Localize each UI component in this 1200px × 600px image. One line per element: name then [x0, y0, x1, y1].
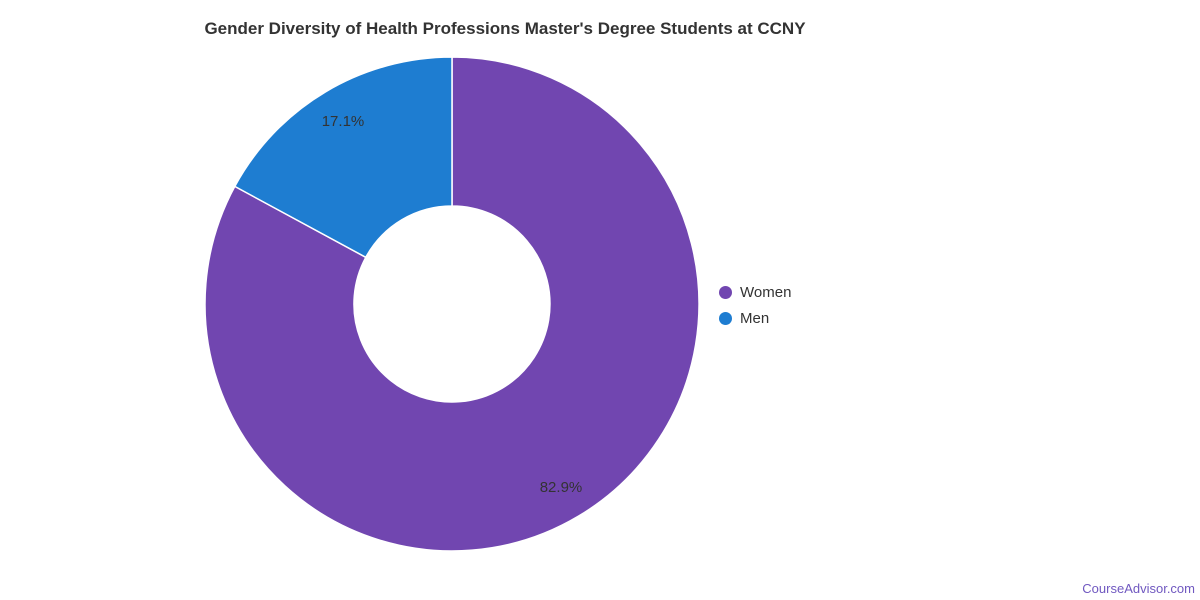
slice-women[interactable]: [204, 56, 700, 552]
legend-marker-icon: [719, 285, 732, 299]
chart-title: Gender Diversity of Health Professions M…: [204, 19, 806, 38]
slice-men[interactable]: [234, 56, 453, 259]
legend-label: Men: [740, 309, 770, 327]
legend-item-women[interactable]: Women: [719, 279, 791, 305]
legend-marker-icon: [719, 311, 732, 325]
attribution-link[interactable]: CourseAdvisor.com: [1082, 581, 1195, 596]
legend: Women Men: [719, 279, 791, 331]
legend-item-men[interactable]: Men: [719, 305, 791, 331]
legend-label: Women: [740, 283, 792, 301]
